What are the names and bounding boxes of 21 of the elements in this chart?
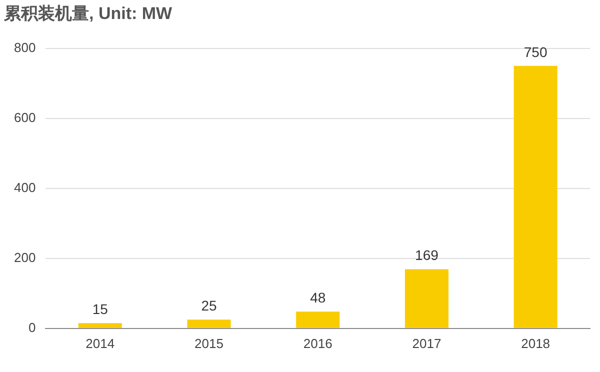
data-label: 25 bbox=[201, 298, 217, 314]
data-label: 48 bbox=[310, 289, 326, 306]
x-tick-label: 2015 bbox=[194, 336, 224, 351]
y-tick-label: 200 bbox=[14, 250, 36, 265]
data-label: 15 bbox=[92, 301, 108, 318]
y-tick-label: 400 bbox=[14, 180, 36, 195]
x-tick-label: 2018 bbox=[521, 336, 550, 351]
data-label: 169 bbox=[415, 247, 439, 264]
x-tick-label: 2016 bbox=[303, 336, 332, 351]
y-tick-label: 800 bbox=[14, 40, 36, 55]
bar bbox=[404, 269, 448, 328]
y-tick-label: 600 bbox=[14, 110, 36, 125]
bar bbox=[514, 66, 558, 328]
x-tick-label: 2014 bbox=[86, 336, 115, 351]
bar bbox=[78, 323, 122, 328]
bar bbox=[296, 312, 340, 328]
y-tick-label: 0 bbox=[28, 320, 36, 335]
chart-title: 累积装机量, Unit: MW bbox=[3, 4, 174, 23]
bar bbox=[187, 320, 231, 328]
x-tick-label: 2017 bbox=[412, 336, 442, 351]
data-label: 750 bbox=[524, 44, 548, 60]
